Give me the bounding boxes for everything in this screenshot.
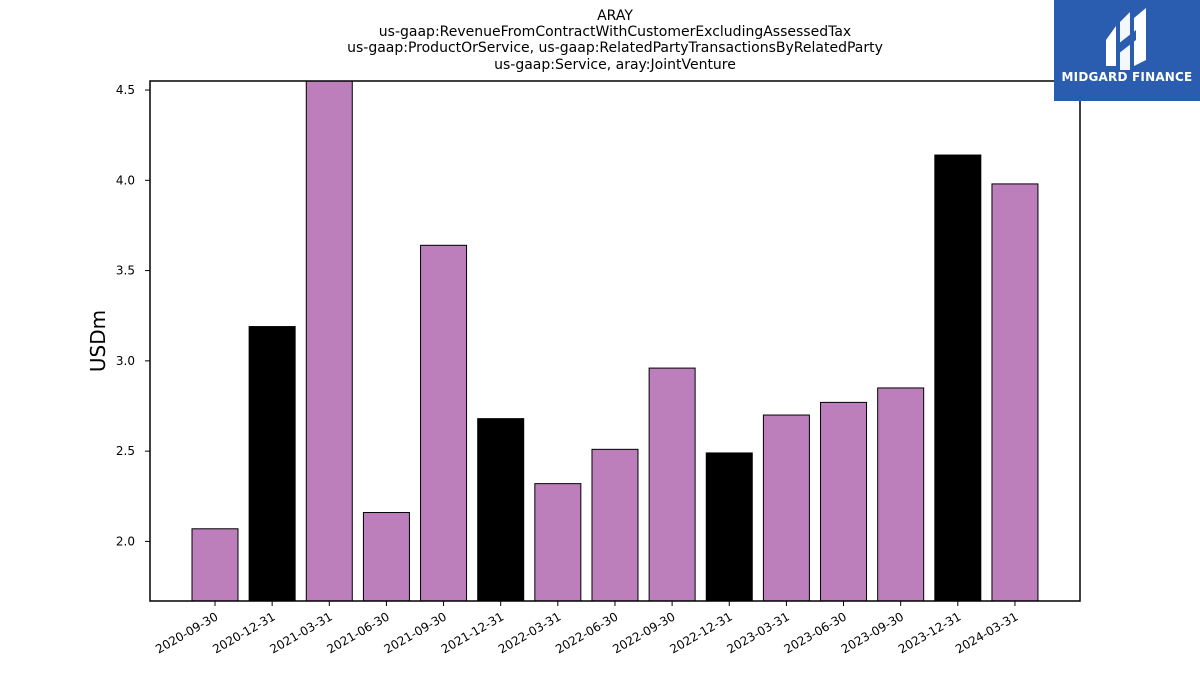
bar-2023-03-31 xyxy=(762,414,810,602)
midgard-logo-icon xyxy=(1106,8,1146,70)
bar-2021-09-30 xyxy=(420,244,468,602)
y-axis-label: USDm xyxy=(86,310,110,372)
x-tick-label: 2022-09-30 xyxy=(610,609,677,656)
bar-2023-06-30 xyxy=(820,401,868,602)
bar-2023-12-31 xyxy=(934,154,982,602)
x-tick-label: 2020-09-30 xyxy=(153,609,220,656)
y-tick-label: 3.5 xyxy=(116,264,135,278)
chart-title-line-4: us-gaap:Service, aray:JointVenture xyxy=(494,57,736,73)
x-tick-label: 2023-03-31 xyxy=(724,609,791,656)
chart-title-line-1: ARAY xyxy=(597,8,633,24)
y-tick-label: 4.0 xyxy=(116,173,135,187)
bar-2021-03-31 xyxy=(305,80,353,602)
chart-title-line-2: us-gaap:RevenueFromContractWithCustomerE… xyxy=(379,24,851,40)
bar-2022-09-30 xyxy=(648,367,696,602)
y-axis-ticks: 2.0 2.5 3.0 3.5 4.0 4.5 xyxy=(116,83,150,548)
bar-2022-12-31 xyxy=(705,452,753,602)
bar-2023-09-30 xyxy=(877,387,925,602)
y-tick-label: 3.0 xyxy=(116,354,135,368)
x-tick-label: 2021-03-31 xyxy=(267,609,334,656)
x-tick-label: 2022-03-31 xyxy=(496,609,563,656)
logo-text: MIDGARD FINANCE xyxy=(1061,70,1193,84)
chart-title-line-3: us-gaap:ProductOrService, us-gaap:Relate… xyxy=(347,40,883,56)
x-tick-label: 2021-09-30 xyxy=(382,609,449,656)
bars-group xyxy=(191,80,1039,602)
bar-2021-06-30 xyxy=(362,512,410,602)
x-tick-label: 2023-09-30 xyxy=(839,609,906,656)
y-tick-label: 2.5 xyxy=(116,444,135,458)
x-tick-label: 2023-12-31 xyxy=(896,609,963,656)
bar-2021-12-31 xyxy=(477,418,525,602)
x-tick-label: 2021-12-31 xyxy=(439,609,506,656)
y-tick-label: 2.0 xyxy=(116,534,135,548)
x-axis-ticks: 2020-09-302020-12-312021-03-312021-06-30… xyxy=(153,601,1020,656)
bar-2020-12-31 xyxy=(248,326,296,602)
chart-title: ARAY us-gaap:RevenueFromContractWithCust… xyxy=(347,8,883,73)
x-tick-label: 2022-06-30 xyxy=(553,609,620,656)
midgard-finance-logo: MIDGARD FINANCE xyxy=(1054,0,1200,101)
x-tick-label: 2022-12-31 xyxy=(667,609,734,656)
bar-2020-09-30 xyxy=(191,528,239,602)
x-tick-label: 2021-06-30 xyxy=(325,609,392,656)
bar-2022-06-30 xyxy=(591,448,639,602)
bar-2024-03-31 xyxy=(991,183,1039,602)
x-tick-label: 2020-12-31 xyxy=(210,609,277,656)
x-tick-label: 2023-06-30 xyxy=(782,609,849,656)
plot-area-frame xyxy=(149,80,1081,602)
x-tick-label: 2024-03-31 xyxy=(953,609,1020,656)
bar-2022-03-31 xyxy=(534,483,582,602)
y-tick-label: 4.5 xyxy=(116,83,135,97)
